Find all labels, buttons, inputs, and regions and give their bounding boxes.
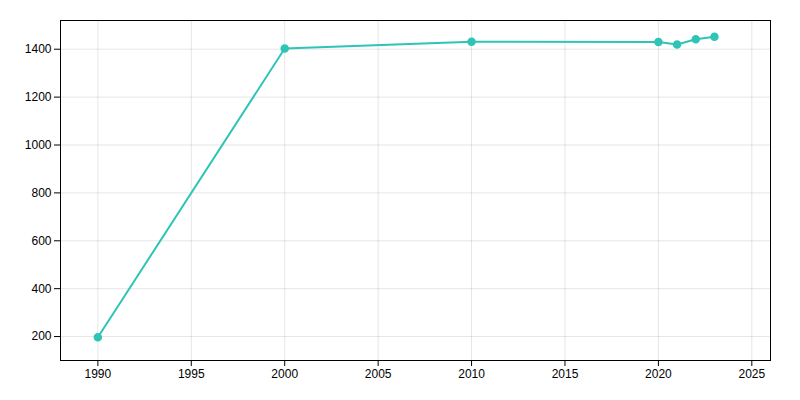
svg-text:2010: 2010 <box>458 367 485 381</box>
svg-text:800: 800 <box>31 186 51 200</box>
svg-text:1000: 1000 <box>25 138 52 152</box>
svg-text:2020: 2020 <box>645 367 672 381</box>
svg-text:2015: 2015 <box>552 367 579 381</box>
svg-text:200: 200 <box>31 329 51 343</box>
svg-text:1400: 1400 <box>25 42 52 56</box>
svg-text:400: 400 <box>31 282 51 296</box>
svg-text:1995: 1995 <box>178 367 205 381</box>
svg-text:1990: 1990 <box>85 367 112 381</box>
svg-text:2005: 2005 <box>365 367 392 381</box>
svg-text:2025: 2025 <box>738 367 765 381</box>
svg-text:600: 600 <box>31 234 51 248</box>
svg-text:2000: 2000 <box>271 367 298 381</box>
svg-text:1200: 1200 <box>25 90 52 104</box>
